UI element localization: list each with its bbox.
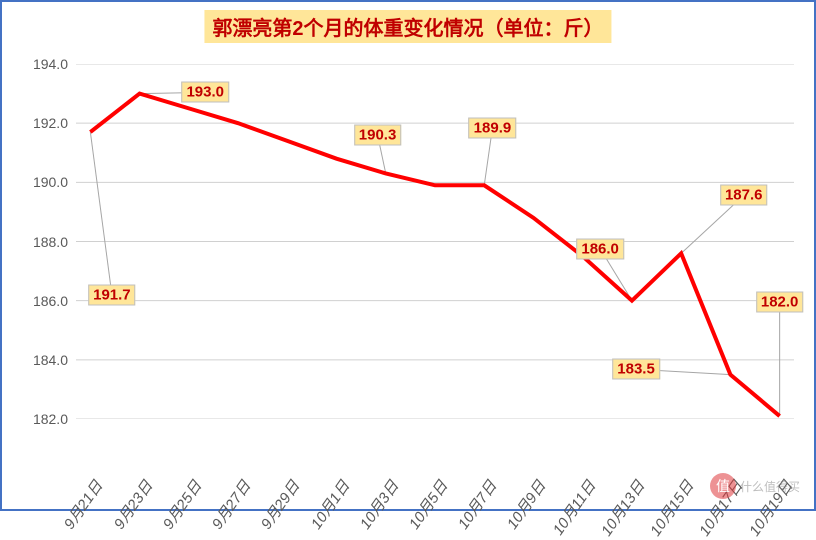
data-point-label: 187.6 — [720, 185, 768, 206]
x-axis: 9月21日9月23日9月25日9月27日9月29日10月1日10月3日10月5日… — [76, 419, 794, 509]
data-point-label: 182.0 — [756, 291, 804, 312]
y-tick-label: 186.0 — [33, 293, 68, 309]
x-tick-label: 10月15日 — [645, 476, 699, 540]
chart-svg — [76, 64, 794, 419]
data-point-label: 190.3 — [354, 125, 402, 146]
y-tick-label: 194.0 — [33, 56, 68, 72]
watermark-text: 什么值得买 — [740, 478, 800, 495]
x-tick-label: 9月27日 — [206, 476, 255, 533]
x-tick-label: 10月3日 — [354, 476, 403, 533]
x-tick-label: 10月11日 — [547, 476, 600, 539]
x-tick-label: 9月23日 — [108, 476, 157, 533]
x-tick-label: 9月21日 — [59, 476, 108, 533]
data-point-label: 189.9 — [469, 117, 517, 138]
x-tick-label: 10月13日 — [596, 476, 650, 540]
x-tick-label: 9月29日 — [256, 476, 305, 533]
y-tick-label: 190.0 — [33, 174, 68, 190]
y-tick-label: 192.0 — [33, 115, 68, 131]
watermark-logo-icon: 值 — [710, 473, 736, 499]
y-tick-label: 184.0 — [33, 352, 68, 368]
y-tick-label: 188.0 — [33, 234, 68, 250]
chart-container: 郭漂亮第2个月的体重变化情况（单位：斤） 182.0184.0186.0188.… — [0, 0, 816, 511]
plot-area: 182.0184.0186.0188.0190.0192.0194.0 191.… — [76, 64, 794, 419]
watermark: 值 什么值得买 — [710, 473, 800, 499]
y-tick-label: 182.0 — [33, 411, 68, 427]
data-point-label: 183.5 — [612, 359, 660, 380]
data-point-label: 186.0 — [576, 238, 624, 259]
x-tick-label: 10月9日 — [502, 476, 551, 533]
x-tick-label: 9月25日 — [157, 476, 206, 533]
x-tick-label: 10月7日 — [453, 476, 502, 533]
chart-title: 郭漂亮第2个月的体重变化情况（单位：斤） — [204, 10, 611, 43]
data-point-label: 193.0 — [181, 82, 229, 103]
x-tick-label: 10月5日 — [403, 476, 452, 533]
x-tick-label: 10月1日 — [305, 476, 354, 533]
data-point-label: 191.7 — [88, 284, 136, 305]
